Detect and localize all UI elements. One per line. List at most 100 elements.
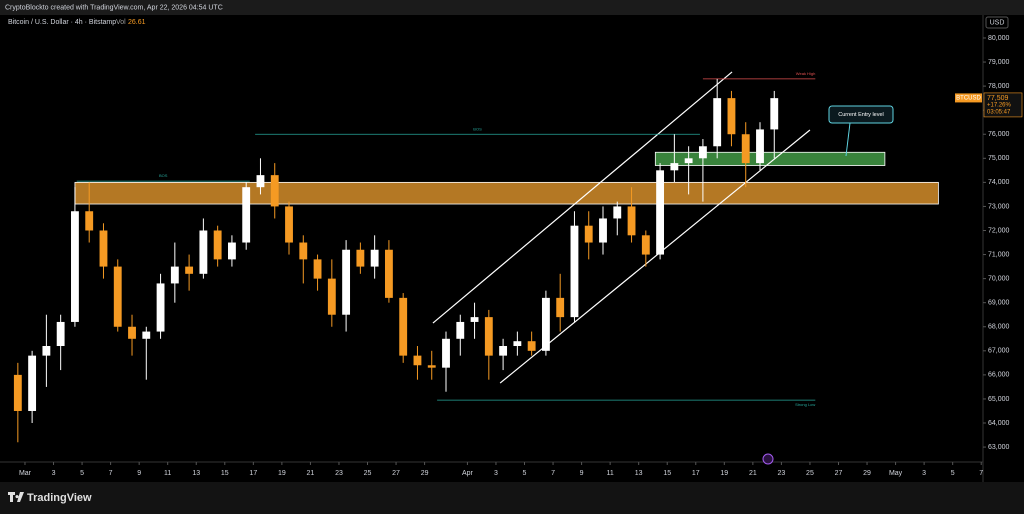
y-tick-label: 63,000: [988, 444, 1010, 451]
callout-box: [828, 105, 894, 124]
event-icon: [762, 453, 774, 465]
level-label: BOS: [473, 126, 482, 131]
x-tick-label: May: [889, 470, 903, 477]
y-tick-label: 79,000: [988, 59, 1010, 66]
x-tick-label: 9: [137, 470, 141, 477]
currency: USD: [990, 19, 1005, 26]
candle-body: [128, 326, 136, 339]
candle-body: [56, 321, 65, 347]
candle-body: [527, 341, 536, 351]
y-tick-label: 66,000: [988, 372, 1010, 379]
candle-body: [242, 187, 251, 243]
candle-body: [285, 206, 293, 243]
candle-body: [71, 211, 79, 322]
x-tick-label: 29: [863, 470, 871, 477]
candle-body: [641, 235, 650, 255]
candle-body: [270, 175, 279, 207]
candle-body: [227, 242, 236, 260]
x-tick-label: 9: [580, 470, 584, 477]
y-tick-label: 80,000: [988, 35, 1010, 42]
x-tick-label: 5: [951, 470, 955, 477]
channel-line: [499, 129, 811, 384]
level-label: BOS: [159, 173, 168, 178]
candle-body: [99, 230, 108, 267]
callout-pointer: [845, 122, 851, 157]
candle-body: [142, 331, 151, 339]
x-tick-label: 7: [109, 470, 113, 477]
x-tick-label: 27: [835, 470, 843, 477]
candle-body: [342, 249, 351, 315]
x-tick-label: 17: [692, 470, 700, 477]
candle-body: [698, 146, 707, 159]
candle-body: [513, 341, 522, 347]
symbol-tag: [955, 93, 982, 103]
candle-body: [599, 218, 607, 243]
x-tick-label: 27: [392, 470, 400, 477]
y-tick-label: 70,000: [988, 275, 1010, 282]
x-tick-label: 3: [922, 470, 926, 477]
top-bar: [0, 0, 1024, 15]
y-tick-label: 68,000: [988, 324, 1010, 331]
candle-body: [713, 98, 722, 147]
x-tick-label: 7: [551, 470, 555, 477]
symbol-name: BTCUSD: [956, 95, 981, 101]
x-tick-label: 13: [192, 470, 200, 477]
x-tick-label: 3: [494, 470, 498, 477]
candle-body: [156, 283, 165, 332]
candle-body: [627, 206, 636, 236]
y-tick-label: 65,000: [988, 396, 1010, 403]
last-price-box: [983, 92, 1023, 118]
candle-body: [484, 317, 493, 356]
change: +17.26%: [987, 102, 1012, 108]
x-tick-label: 11: [164, 470, 171, 477]
x-tick-label: 15: [663, 470, 671, 477]
level-label: Weak High: [796, 71, 816, 76]
y-tick-label: 75,000: [988, 155, 1010, 162]
x-tick-label: 25: [806, 470, 814, 477]
plot-area: Weak High Strong Low BOS BOS: [13, 71, 939, 443]
y-tick-label: 78,000: [988, 83, 1010, 90]
y-tick-label: 73,000: [988, 203, 1010, 210]
x-tick-label: Mar: [19, 470, 32, 477]
candle-body: [85, 211, 94, 231]
last-price: 77,509: [987, 95, 1009, 102]
candle-body: [356, 249, 365, 267]
x-tick-label: 23: [778, 470, 786, 477]
level-label: Strong Low: [795, 402, 815, 407]
x-tick-label: 5: [523, 470, 527, 477]
candle-body: [384, 249, 393, 298]
brand-logo: [8, 492, 24, 502]
x-tick-label: 17: [249, 470, 257, 477]
y-tick-label: 69,000: [988, 300, 1010, 307]
candle-body: [670, 163, 679, 171]
brand: TradingView: [27, 492, 92, 504]
x-tick-label: 25: [364, 470, 372, 477]
candle-body: [170, 266, 179, 284]
candle-body: [541, 297, 550, 351]
candle-body: [499, 346, 508, 356]
channel-line: [432, 71, 733, 324]
callout-text: Current Entry level: [838, 112, 884, 118]
x-tick-label: 21: [749, 470, 757, 477]
candle-body: [684, 158, 693, 164]
candle-body: [470, 317, 479, 322]
candle-body: [313, 259, 322, 279]
candle-body: [741, 134, 750, 164]
candle-body: [770, 98, 779, 130]
x-tick-label: 11: [606, 470, 613, 477]
candle-body: [656, 170, 665, 255]
candle-body: [584, 225, 593, 243]
candle-body: [299, 242, 308, 260]
y-tick-label: 72,000: [988, 227, 1010, 234]
candle-body: [213, 230, 222, 260]
x-tick-label: 3: [52, 470, 56, 477]
y-tick-label: 76,000: [988, 131, 1010, 138]
chart-title: Bitcoin / U.S. Dollar · 4h · Bitstamp: [8, 19, 116, 26]
candle-body: [185, 266, 194, 274]
candle-body: [727, 98, 736, 135]
x-tick-label: 19: [720, 470, 728, 477]
y-tick-label: 67,000: [988, 348, 1010, 355]
candle-body: [113, 266, 122, 327]
candle-body: [456, 321, 465, 339]
